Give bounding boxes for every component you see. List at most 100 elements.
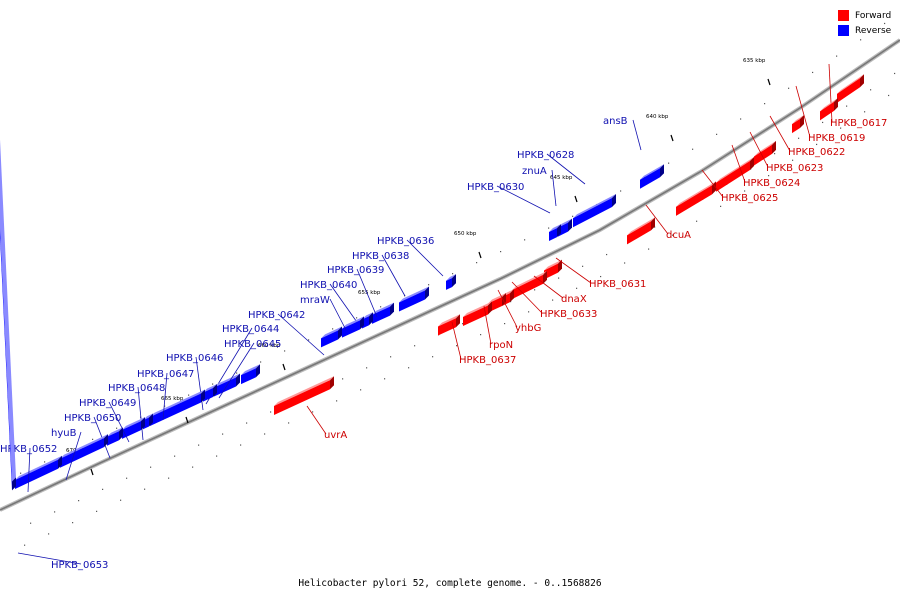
gene-label-hyub[interactable]: hyuB <box>51 428 77 439</box>
gene-box-top <box>241 364 260 376</box>
gene-label-hpkb-0638[interactable]: HPKB_0638 <box>352 251 409 262</box>
gene-box-top <box>512 270 547 291</box>
gene-hpkb-0645[interactable] <box>214 373 240 397</box>
gene-leader-line <box>306 405 327 435</box>
gene-hpkb-0648[interactable] <box>143 413 153 430</box>
gene-hpkb-0637[interactable] <box>438 314 460 336</box>
gene-hpkb-0653[interactable] <box>0 13 16 491</box>
gene-leader-line <box>483 305 492 345</box>
gene-label-hpkb-0642[interactable]: HPKB_0642 <box>248 310 305 321</box>
gene-dcua[interactable] <box>627 217 655 245</box>
gene-label-hpkb-0623[interactable]: HPKB_0623 <box>766 163 823 174</box>
minor-tick <box>860 39 862 41</box>
gene-box-top <box>676 181 716 207</box>
gene-label-hpkb-0649[interactable]: HPKB_0649 <box>79 398 136 409</box>
gene-box-top <box>362 312 373 320</box>
legend: Forward Reverse <box>838 8 900 38</box>
gene-hpkb-0619[interactable] <box>820 97 838 121</box>
gene-label-hpkb-0652[interactable]: HPKB_0652 <box>0 444 57 455</box>
gene-hpkb-0646[interactable] <box>203 384 217 402</box>
gene-hpkb-0628[interactable] <box>573 194 616 228</box>
gene-uvra[interactable] <box>274 376 334 415</box>
minor-tick <box>332 328 334 330</box>
gene-ansb[interactable] <box>640 164 664 189</box>
gene-label-hpkb-0622[interactable]: HPKB_0622 <box>788 147 845 158</box>
minor-tick <box>476 262 478 264</box>
scale-tick <box>574 195 578 203</box>
gene-label-hpkb-0619[interactable]: HPKB_0619 <box>808 133 865 144</box>
gene-label-hpkb-0628[interactable]: HPKB_0628 <box>517 150 574 161</box>
gene-label-rpon[interactable]: rpoN <box>489 340 513 351</box>
gene-hpkb-0650[interactable] <box>107 427 123 446</box>
gene-label-ansb[interactable]: ansB <box>603 116 628 127</box>
minor-tick <box>510 301 512 303</box>
gene-label-hpkb-0647[interactable]: HPKB_0647 <box>137 369 194 380</box>
minor-tick <box>390 356 392 358</box>
gene-label-hpkb-0645[interactable]: HPKB_0645 <box>224 339 281 350</box>
gene-label-yhbg[interactable]: yhbG <box>515 323 541 334</box>
gene-label-hpkb-0646[interactable]: HPKB_0646 <box>166 353 223 364</box>
minor-tick <box>716 133 718 135</box>
gene-hpkb-0644[interactable] <box>241 364 260 385</box>
gene-box-side <box>360 316 364 330</box>
gene-hpkb-0623[interactable] <box>754 140 776 166</box>
minor-tick <box>720 205 722 207</box>
gene-label-hpkb-0630[interactable]: HPKB_0630 <box>467 182 524 193</box>
gene-label-mraw[interactable]: mraW <box>300 295 330 306</box>
gene-label-hpkb-0631[interactable]: HPKB_0631 <box>589 279 646 290</box>
gene-label-hpkb-0617[interactable]: HPKB_0617 <box>830 118 887 129</box>
gene-box-front <box>372 306 390 324</box>
gene-label-hpkb-0633[interactable]: HPKB_0633 <box>540 309 597 320</box>
gene-label-hpkb-0624[interactable]: HPKB_0624 <box>743 178 800 189</box>
gene-hpkb-0652[interactable] <box>15 455 62 489</box>
gene-label-uvra[interactable]: uvrA <box>324 430 347 441</box>
gene-label-hpkb-0637[interactable]: HPKB_0637 <box>459 355 516 366</box>
gene-label-hpkb-0648[interactable]: HPKB_0648 <box>108 383 165 394</box>
minor-tick <box>48 533 50 535</box>
gene-box-side <box>213 384 217 398</box>
gene-dnax[interactable] <box>512 270 547 300</box>
gene-box-top <box>544 259 562 271</box>
gene-box-top <box>399 286 429 303</box>
gene-hpkb-0638[interactable] <box>399 286 429 312</box>
minor-tick <box>846 105 848 107</box>
gene-leader-line <box>27 447 31 493</box>
gene-hpkb-0630[interactable] <box>549 224 561 241</box>
gene-box-side <box>660 164 664 178</box>
gene-box-front <box>820 101 834 121</box>
gene-hpkb-0625[interactable] <box>676 181 716 216</box>
gene-label-hpkb-0625[interactable]: HPKB_0625 <box>721 193 778 204</box>
gene-box-side <box>860 74 864 88</box>
gene-hpkb-0642[interactable] <box>321 326 342 348</box>
gene-hpkb-0649[interactable] <box>122 417 145 439</box>
gene-hyub[interactable] <box>60 434 108 468</box>
scale-tick <box>90 468 94 476</box>
gene-label-hpkb-0640[interactable]: HPKB_0640 <box>300 280 357 291</box>
gene-rpon[interactable] <box>463 301 492 327</box>
gene-box-top <box>754 140 776 157</box>
gene-label-hpkb-0639[interactable]: HPKB_0639 <box>327 265 384 276</box>
minor-tick <box>126 477 128 479</box>
gene-label-hpkb-0650[interactable]: HPKB_0650 <box>64 413 121 424</box>
gene-box-front <box>573 198 612 228</box>
gene-hpkb-0624[interactable] <box>716 157 754 192</box>
gene-mraw[interactable] <box>342 316 364 338</box>
minor-tick <box>168 477 170 479</box>
scale-tick <box>767 78 771 86</box>
gene-hpkb-0622[interactable] <box>792 115 804 134</box>
minor-tick <box>836 55 838 57</box>
gene-label-hpkb-0636[interactable]: HPKB_0636 <box>377 236 434 247</box>
gene-box-top <box>558 218 572 228</box>
gene-label-hpkb-0644[interactable]: HPKB_0644 <box>222 324 279 335</box>
minor-tick <box>452 273 454 275</box>
gene-hpkb-0631[interactable] <box>544 259 562 280</box>
gene-box-front <box>512 274 543 300</box>
gene-hpkb-0636[interactable] <box>446 274 456 290</box>
gene-label-hpkb-0653[interactable]: HPKB_0653 <box>51 560 108 571</box>
gene-label-dcua[interactable]: dcuA <box>666 230 691 241</box>
gene-label-dnax[interactable]: dnaX <box>561 294 587 305</box>
gene-label-znua[interactable]: znuA <box>522 166 547 177</box>
gene-hpkb-0640[interactable] <box>362 312 373 329</box>
gene-hpkb-0639[interactable] <box>372 302 394 324</box>
gene-hpkb-0617[interactable] <box>837 74 864 103</box>
